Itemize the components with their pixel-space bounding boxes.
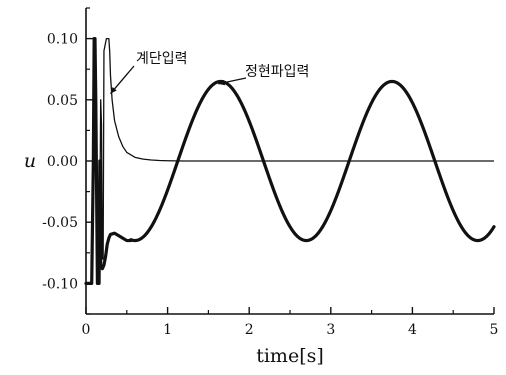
x-tick-label: 5 bbox=[490, 322, 499, 338]
y-tick-label: -0.05 bbox=[42, 215, 78, 231]
x-tick-label: 3 bbox=[326, 322, 335, 338]
y-tick-label: 0.00 bbox=[47, 154, 78, 170]
y-tick-label: -0.10 bbox=[42, 276, 78, 292]
y-tick-label: 0.05 bbox=[47, 93, 78, 109]
x-tick-label: 2 bbox=[245, 322, 254, 338]
annotation-arrowhead bbox=[110, 87, 117, 94]
series-layer bbox=[84, 37, 496, 285]
annotation-arrowhead bbox=[218, 79, 226, 86]
x-tick-label: 0 bbox=[82, 322, 91, 338]
y-axis-ticks: 0.10 0.05 0.00 -0.05 -0.10 bbox=[42, 7, 93, 315]
x-tick-label: 1 bbox=[163, 322, 172, 338]
y-tick-label: 0.10 bbox=[47, 32, 78, 48]
y-axis-label: u bbox=[24, 150, 36, 172]
annotation-label: 정현파입력 bbox=[245, 64, 309, 80]
annotation: 정현파입력 bbox=[218, 64, 309, 86]
annotation: 계단입력 bbox=[109, 51, 188, 95]
x-axis-ticks: 0 1 2 3 4 5 bbox=[82, 307, 499, 338]
series-line-sine-input bbox=[84, 37, 496, 285]
x-axis-label: time[s] bbox=[256, 345, 324, 367]
annotation-label: 계단입력 bbox=[136, 51, 188, 67]
x-tick-label: 4 bbox=[408, 322, 417, 338]
